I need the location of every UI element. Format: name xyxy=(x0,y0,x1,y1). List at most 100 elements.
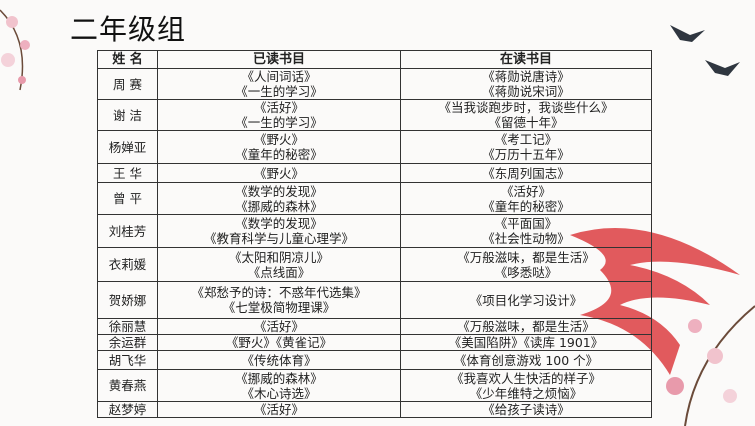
book-title: 《教育科学与儿童心理学》 xyxy=(203,231,354,246)
read-books-cell: 《活好》 《一生的学习》 xyxy=(157,99,401,131)
teacher-name: 曾 平 xyxy=(97,182,158,215)
table-row: 曾 平《数学的发现》 《挪威的森林》 《活好》 《童年的秘密》 xyxy=(97,182,652,215)
book-title: 《活好》 xyxy=(500,183,551,199)
reading-books-cell: 《活好》 《童年的秘密》 xyxy=(400,182,652,215)
table-row: 赵梦婷 《活好》 《给孩子读诗》 xyxy=(97,401,652,418)
read-books-cell: 《活好》 xyxy=(157,401,401,418)
book-title: 《野火》《黄雀记》 xyxy=(225,335,333,350)
table-row: 黄春燕 《挪威的森林》 《木心诗选》 《我喜欢人生快活的样子》 《少年维特之烦恼》 xyxy=(97,369,652,402)
reading-books-cell: 《美国陷阱》《读库 1901》 xyxy=(400,334,652,351)
teacher-name: 王 华 xyxy=(97,163,158,183)
book-title: 《美国陷阱》《读库 1901》 xyxy=(448,335,604,350)
reading-books-cell: 《项目化学习设计》 xyxy=(400,281,652,319)
book-title: 《七堂极简物理课》 xyxy=(222,300,336,315)
read-books-cell: 《野火》《黄雀记》 xyxy=(157,334,401,351)
reading-books-cell: 《平面国》 《社会性动物》 xyxy=(400,214,652,248)
read-books-cell: 《传统体育》 xyxy=(157,350,401,370)
read-books-cell: 《野火》 《童年的秘密》 xyxy=(157,130,401,164)
book-title: 《数学的发现》 xyxy=(235,183,323,199)
teacher-name: 刘桂芳 xyxy=(97,214,158,248)
read-books-cell: 《数学的发现》 《挪威的森林》 xyxy=(157,182,401,215)
book-title: 《郑愁予的诗：不惑年代选集》 xyxy=(191,285,367,300)
book-title: 《考工记》 xyxy=(494,132,558,147)
book-title: 《太阳和阴凉儿》 xyxy=(228,249,329,265)
teacher-name: 黄春燕 xyxy=(97,369,158,402)
teacher-name: 杨婵亚 xyxy=(97,130,158,164)
book-title: 《活好》 xyxy=(253,319,304,334)
book-title: 《野火》 xyxy=(253,132,304,147)
reading-books-cell: 《给孩子读诗》 xyxy=(400,401,652,418)
book-title: 《蒋勋说唐诗》 xyxy=(482,69,570,84)
cherry-blossom-decoration xyxy=(0,9,30,91)
read-books-cell: 《太阳和阴凉儿》 《点线面》 xyxy=(157,247,401,282)
book-title: 《野火》 xyxy=(253,165,304,181)
reading-books-cell: 《体育创意游戏 100 个》 xyxy=(400,350,652,370)
table-row: 胡飞华 《传统体育》 《体育创意游戏 100 个》 xyxy=(97,350,652,370)
page-title: 二年级组 xyxy=(70,13,187,46)
teacher-name: 余运群 xyxy=(97,334,158,351)
reading-books-cell: 《蒋勋说唐诗》 《蒋勋说宋词》 xyxy=(400,68,652,100)
book-title: 《万般滋味，都是生活》 xyxy=(457,319,595,334)
book-title: 《童年的秘密》 xyxy=(482,198,570,214)
book-title: 《活好》 xyxy=(253,100,304,115)
book-title: 《一生的学习》 xyxy=(235,84,323,99)
teacher-name: 贺娇娜 xyxy=(97,281,158,319)
book-title: 《挪威的森林》 xyxy=(235,198,323,214)
reading-books-cell: 《东周列国志》 xyxy=(400,163,652,183)
table-row: 余运群 《野火》《黄雀记》 《美国陷阱》《读库 1901》 xyxy=(97,334,652,351)
header-read: 已读书目 xyxy=(157,50,401,69)
teacher-name: 徐丽慧 xyxy=(97,318,158,335)
header-reading: 在读书目 xyxy=(400,50,652,69)
book-title: 《给孩子读诗》 xyxy=(482,402,570,417)
book-title: 《传统体育》 xyxy=(241,352,317,368)
reading-books-cell: 《我喜欢人生快活的样子》 《少年维特之烦恼》 xyxy=(400,369,652,402)
reading-books-cell: 《万般滋味，都是生活》 《哆悉哒》 xyxy=(400,247,652,282)
book-title: 《人间词话》 xyxy=(241,69,317,84)
table-row: 杨婵亚 《野火》 《童年的秘密》 《考工记》 《万历十五年》 xyxy=(97,130,652,164)
book-title: 《项目化学习设计》 xyxy=(469,292,583,308)
teacher-name: 周 赛 xyxy=(97,68,158,100)
table-row: 王 华 《野火》 《东周列国志》 xyxy=(97,163,652,183)
book-title: 《蒋勋说宋词》 xyxy=(482,84,570,99)
book-title: 《数学的发现》 xyxy=(235,216,323,231)
teacher-name: 赵梦婷 xyxy=(97,401,158,418)
book-title: 《活好》 xyxy=(253,402,304,417)
read-books-cell: 《活好》 xyxy=(157,318,401,335)
book-title: 《留德十年》 xyxy=(488,115,564,130)
book-title: 《一生的学习》 xyxy=(235,115,323,130)
book-title: 《点线面》 xyxy=(247,264,311,280)
book-title: 《当我谈跑步时，我谈些什么》 xyxy=(438,100,614,115)
header-name: 姓 名 xyxy=(97,50,158,69)
reading-books-cell: 《万般滋味，都是生活》 xyxy=(400,318,652,335)
read-books-cell: 《野火》 xyxy=(157,163,401,183)
reading-list-table: 姓 名 已读书目 在读书目 周 赛《人间词话》 《一生的学习》 《蒋勋说唐诗》 《蒋勋… xyxy=(97,50,652,418)
book-title: 《社会性动物》 xyxy=(482,231,570,246)
birds-decoration xyxy=(670,25,740,76)
book-title: 《哆悉哒》 xyxy=(494,264,558,280)
book-title: 《童年的秘密》 xyxy=(235,147,323,162)
table-row: 谢 洁《活好》 《一生的学习》 《当我谈跑步时，我谈些什么》 《留德十年》 xyxy=(97,99,652,131)
book-title: 《挪威的森林》 xyxy=(235,370,323,386)
book-title: 《少年维特之烦恼》 xyxy=(469,385,583,401)
teacher-name: 胡飞华 xyxy=(97,350,158,370)
cherry-blossom-decoration-bottom xyxy=(666,305,755,426)
table-row: 周 赛《人间词话》 《一生的学习》 《蒋勋说唐诗》 《蒋勋说宋词》 xyxy=(97,68,652,100)
read-books-cell: 《人间词话》 《一生的学习》 xyxy=(157,68,401,100)
reading-books-cell: 《考工记》 《万历十五年》 xyxy=(400,130,652,164)
book-title: 《木心诗选》 xyxy=(241,385,317,401)
book-title: 《东周列国志》 xyxy=(482,165,570,181)
read-books-cell: 《数学的发现》 《教育科学与儿童心理学》 xyxy=(157,214,401,248)
book-title: 《万般滋味，都是生活》 xyxy=(457,249,595,265)
table-row: 徐丽慧 《活好》 《万般滋味，都是生活》 xyxy=(97,318,652,335)
table-row: 衣莉媛 《太阳和阴凉儿》 《点线面》 《万般滋味，都是生活》 《哆悉哒》 xyxy=(97,247,652,282)
teacher-name: 谢 洁 xyxy=(97,99,158,131)
table-header-row: 姓 名 已读书目 在读书目 xyxy=(97,50,652,69)
book-title: 《我喜欢人生快活的样子》 xyxy=(450,370,601,386)
table-row: 贺娇娜 《郑愁予的诗：不惑年代选集》 《七堂极简物理课》 《项目化学习设计》 xyxy=(97,281,652,319)
reading-books-cell: 《当我谈跑步时，我谈些什么》 《留德十年》 xyxy=(400,99,652,131)
teacher-name: 衣莉媛 xyxy=(97,247,158,282)
book-title: 《体育创意游戏 100 个》 xyxy=(453,352,599,368)
book-title: 《平面国》 xyxy=(494,216,558,231)
read-books-cell: 《郑愁予的诗：不惑年代选集》 《七堂极简物理课》 xyxy=(157,281,401,319)
read-books-cell: 《挪威的森林》 《木心诗选》 xyxy=(157,369,401,402)
